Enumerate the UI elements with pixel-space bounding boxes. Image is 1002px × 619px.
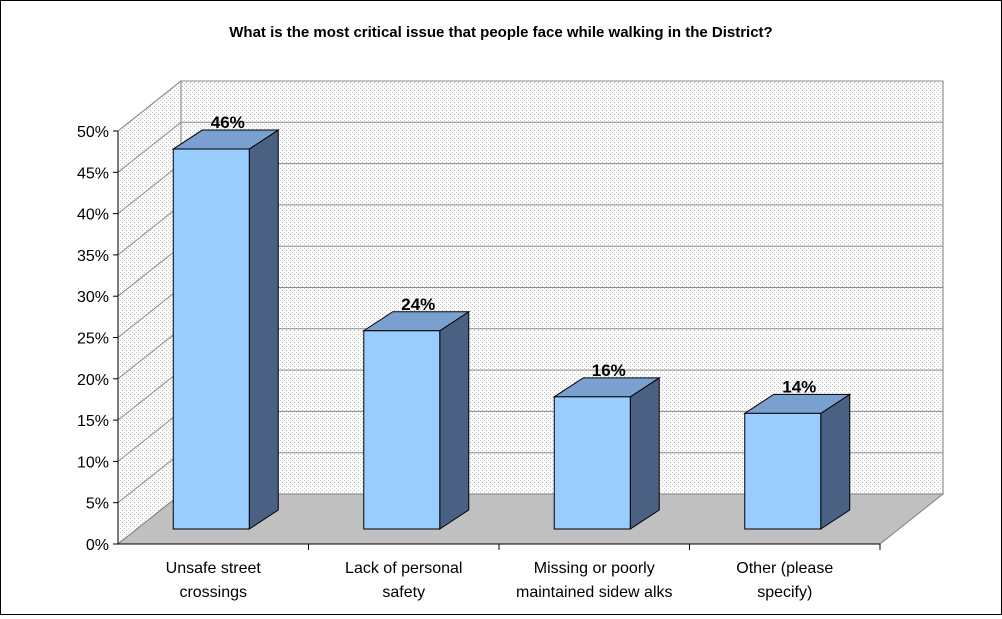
bar: [552, 376, 661, 530]
y-tick-label: 30%: [77, 289, 109, 306]
bar-front: [172, 148, 250, 530]
category-label: Unsafe street: [166, 560, 262, 577]
y-axis-tick-labels: 0% 5% 10% 15% 20% 25% 30% 35% 40% 45% 50%: [77, 124, 109, 554]
category-label: safety: [382, 584, 425, 601]
gridline: [117, 121, 943, 173]
bars: 46% 24% 16% 14%: [171, 113, 852, 530]
y-tick-label: 25%: [77, 331, 109, 348]
data-label: 16%: [592, 361, 626, 380]
data-label: 24%: [401, 295, 435, 314]
chart-title: What is the most critical issue that peo…: [229, 24, 772, 41]
y-tick-label: 20%: [77, 372, 109, 389]
y-tick-label: 45%: [77, 165, 109, 182]
category-label: maintained sidew alks: [516, 584, 673, 601]
bar: [743, 393, 852, 530]
y-tick-label: 0%: [86, 537, 109, 554]
bar-side: [439, 310, 470, 530]
x-axis-category-labels: Unsafe street crossings Lack of personal sa…: [166, 560, 834, 601]
category-label: Missing or poorly: [534, 560, 655, 577]
y-tick-label: 50%: [77, 124, 109, 141]
data-label: 46%: [211, 113, 245, 132]
y-tick-label: 35%: [77, 248, 109, 265]
bar-side: [820, 393, 851, 530]
axes: [113, 130, 881, 550]
category-label: crossings: [179, 584, 247, 601]
bar-side: [248, 129, 279, 530]
y-tick-label: 15%: [77, 413, 109, 430]
y-tick-label: 40%: [77, 207, 109, 224]
gridline: [117, 80, 943, 132]
bar-side: [629, 376, 660, 530]
bar-front: [553, 396, 631, 530]
data-label: 14%: [782, 377, 816, 396]
category-label: Lack of personal: [345, 560, 462, 577]
bar: [362, 310, 471, 530]
bar-front: [744, 412, 822, 530]
bar-front: [363, 330, 441, 530]
bar: [171, 129, 280, 530]
y-tick-label: 5%: [86, 496, 109, 513]
category-label: specify): [757, 584, 812, 601]
category-label: Other (please: [736, 560, 833, 577]
y-tick-label: 10%: [77, 454, 109, 471]
